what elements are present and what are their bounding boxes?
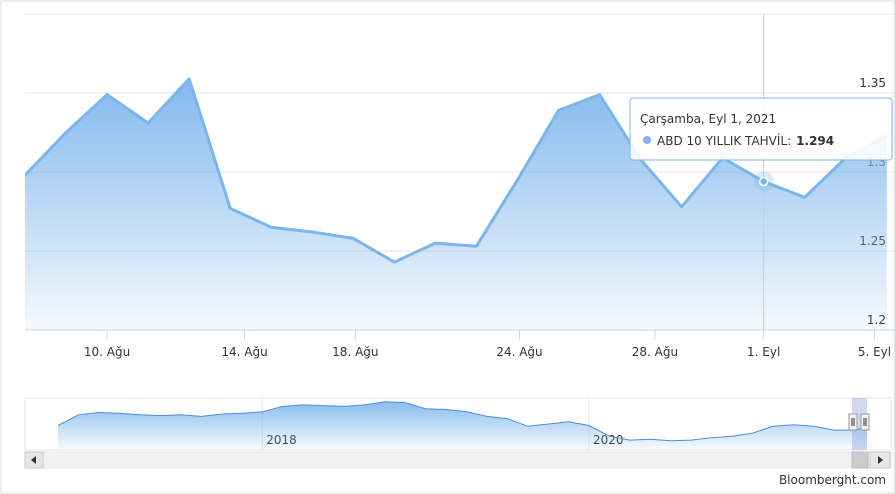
x-tick-label: 5. Eyl	[858, 345, 891, 359]
navigator-handle[interactable]	[860, 413, 870, 431]
area-fill	[25, 78, 887, 330]
arrow	[878, 456, 883, 464]
tooltip-text: ABD 10 YILLIK TAHVİL: 1.294	[657, 133, 834, 148]
tooltip-header: Çarşamba, Eyl 1, 2021	[640, 112, 776, 126]
x-tick-label: 28. Ağu	[632, 345, 678, 359]
hover-marker	[758, 176, 769, 187]
credit[interactable]: Bloomberght.com	[779, 473, 886, 487]
navigator-line	[57, 401, 867, 442]
x-tick-label: 10. Ağu	[84, 345, 130, 359]
navigator-area	[58, 401, 867, 450]
line	[25, 77, 888, 264]
navigator-handle[interactable]	[848, 413, 858, 431]
tooltip-box	[629, 97, 893, 161]
y-tick-label: 1.35	[859, 76, 886, 90]
scrollbar-track	[24, 451, 892, 469]
navigator-selection	[852, 398, 867, 450]
x-tick-label: 14. Ağu	[221, 345, 267, 359]
scroll-thumb[interactable]	[851, 451, 869, 469]
tooltip-bullet	[643, 136, 651, 144]
arrow	[31, 456, 36, 464]
tooltip-label: ABD 10 YILLIK TAHVİL:	[657, 133, 791, 148]
x-tick-label: 18. Ağu	[332, 345, 378, 359]
tooltip-value: 1.294	[796, 134, 834, 148]
x-tick-label: 1. Eyl	[747, 345, 780, 359]
x-tick-label: 24. Ağu	[496, 345, 542, 359]
